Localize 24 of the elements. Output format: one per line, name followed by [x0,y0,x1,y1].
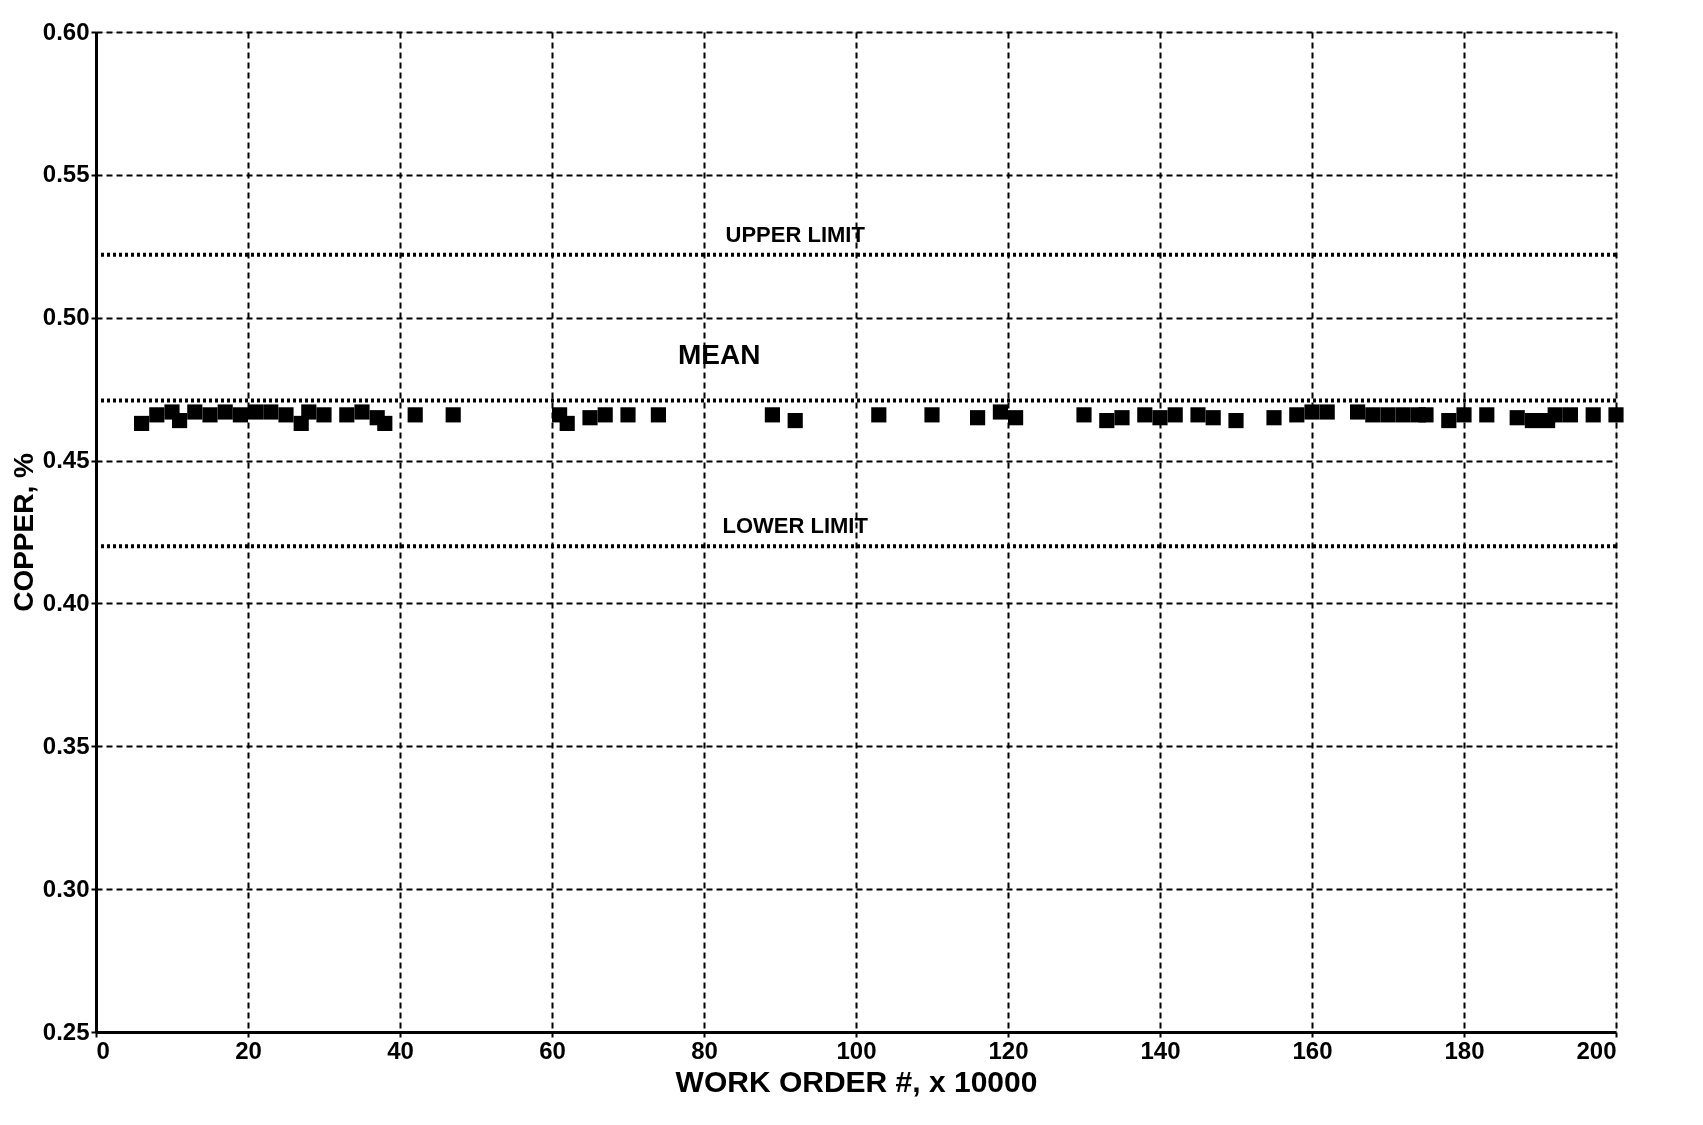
ref-line-label: UPPER LIMIT [725,221,866,247]
x-tick-label: 20 [235,1036,262,1064]
y-tick-label: 0.40 [42,588,90,616]
x-tick-label: 200 [1576,1036,1617,1064]
y-tick-label: 0.60 [42,17,90,45]
x-tick-label: 80 [691,1036,718,1064]
x-tick-label: 40 [387,1036,414,1064]
x-tick-label: 180 [1444,1036,1485,1064]
ref-line-label: MEAN [677,338,761,370]
x-axis-title: WORK ORDER #, x 10000 [675,1064,1038,1098]
y-tick-label: 0.30 [42,874,90,902]
x-tick-label: 120 [988,1036,1029,1064]
y-tick-label: 0.50 [42,303,90,331]
x-tick-label: 100 [836,1036,877,1064]
y-axis-title: COPPER, % [7,453,39,612]
y-tick-label: 0.45 [42,446,90,474]
x-tick-label: 140 [1140,1036,1181,1064]
y-tick-label: 0.55 [42,160,90,188]
x-tick-label: 0 [96,1036,110,1064]
x-tick-label: 160 [1292,1036,1333,1064]
ref-line-label: LOWER LIMIT [722,513,869,539]
x-tick-label: 60 [539,1036,566,1064]
y-tick-label: 0.25 [42,1017,90,1045]
y-tick-label: 0.35 [42,731,90,759]
